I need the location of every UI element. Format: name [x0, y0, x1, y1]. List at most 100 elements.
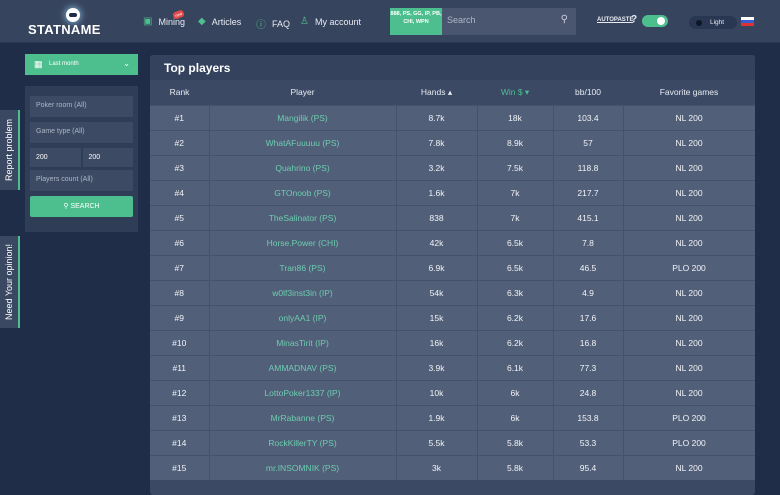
report-problem-tab[interactable]: Report problem	[0, 110, 20, 190]
table-row: #2 WhatAFuuuuu (PS) 7.8k 8.9k 57 NL 200	[150, 129, 755, 155]
cell-favorite-games: NL 200	[623, 104, 755, 130]
col-hands[interactable]: Hands ▴	[396, 80, 477, 105]
cell-player[interactable]: Horse.Power (CHI)	[209, 229, 397, 255]
table-row: #3 Quahrino (PS) 3.2k 7.5k 118.8 NL 200	[150, 154, 755, 180]
period-select[interactable]: ▦ Last month ⌄	[25, 54, 138, 75]
room-selector[interactable]: 888, PS, GG, IP, PB, CHI, WPN	[390, 8, 442, 35]
cell-bb100: 4.9	[553, 279, 624, 305]
cell-win: 7k	[477, 204, 554, 230]
cell-hands: 42k	[396, 229, 478, 255]
search-icon: ⚲	[63, 203, 71, 210]
cell-bb100: 415.1	[553, 204, 624, 230]
autopaste-help-icon[interactable]: ?	[631, 14, 638, 25]
cell-player[interactable]: TheSalinator (PS)	[209, 204, 397, 230]
mining-icon: ▣	[143, 16, 153, 27]
top-bar: STATNAME ▣ Mining new ◆ Articles ⓘ FAQ ♙ My a…	[0, 0, 780, 43]
top-players-panel: Top players Rank Player Hands ▴ Win $ ▾ …	[150, 55, 755, 495]
col-rank: Rank	[150, 80, 209, 105]
cell-rank: #10	[150, 329, 210, 355]
cell-player[interactable]: MrRabanne (PS)	[209, 404, 397, 430]
cell-favorite-games: PLO 200	[623, 404, 755, 430]
logo[interactable]: STATNAME	[28, 8, 100, 38]
cell-win: 6.3k	[477, 279, 554, 305]
cell-player[interactable]: Mangilik (PS)	[209, 104, 397, 130]
cell-hands: 15k	[396, 304, 478, 330]
user-icon: ♙	[300, 16, 309, 27]
cell-favorite-games: PLO 200	[623, 254, 755, 280]
cell-player[interactable]: MinasTirit (IP)	[209, 329, 397, 355]
cell-win: 7k	[477, 179, 554, 205]
search-icon[interactable]: ⚲	[560, 14, 568, 25]
cell-favorite-games: NL 200	[623, 329, 755, 355]
logo-text: STATNAME	[28, 22, 101, 37]
nav-articles[interactable]: ◆ Articles	[198, 16, 241, 27]
period-value: Last month	[49, 61, 79, 67]
cell-win: 6.5k	[477, 229, 554, 255]
cell-hands: 5.5k	[396, 429, 478, 455]
table-row: #10 MinasTirit (IP) 16k 6.2k 16.8 NL 200	[150, 329, 755, 355]
table-row: #7 Tran86 (PS) 6.9k 6.5k 46.5 PLO 200	[150, 254, 755, 280]
autopaste-label[interactable]: AUTOPASTE	[597, 17, 634, 23]
cell-bb100: 7.8	[553, 229, 624, 255]
cell-favorite-games: NL 200	[623, 279, 755, 305]
cell-player[interactable]: AMMADNAV (PS)	[209, 354, 397, 380]
table-row: #14 RockKillerTY (PS) 5.5k 5.8k 53.3 PLO 200	[150, 429, 755, 455]
cell-bb100: 95.4	[553, 454, 624, 480]
cell-win: 5.8k	[477, 454, 554, 480]
cell-player[interactable]: onlyAA1 (IP)	[209, 304, 397, 330]
min-limit-input[interactable]: 200	[30, 148, 81, 167]
search-input[interactable]: Search ⚲	[442, 8, 576, 35]
table-row: #4 GTOnoob (PS) 1.6k 7k 217.7 NL 200	[150, 179, 755, 205]
cell-hands: 54k	[396, 279, 478, 305]
cell-favorite-games: NL 200	[623, 204, 755, 230]
cell-win: 6.2k	[477, 304, 554, 330]
search-placeholder: Search	[447, 15, 476, 25]
cell-player[interactable]: Tran86 (PS)	[209, 254, 397, 280]
cell-hands: 1.6k	[396, 179, 478, 205]
cell-player[interactable]: GTOnoob (PS)	[209, 179, 397, 205]
nav-mining[interactable]: ▣ Mining new	[143, 9, 186, 27]
cell-rank: #2	[150, 129, 210, 155]
nav-label: My account	[314, 16, 361, 27]
cell-player[interactable]: w0lf3inst3in (IP)	[209, 279, 397, 305]
cell-favorite-games: NL 200	[623, 179, 755, 205]
table-row: #12 LottoPoker1337 (IP) 10k 6k 24.8 NL 200	[150, 379, 755, 405]
game-type-select[interactable]: Game type (All)	[30, 122, 133, 143]
cell-rank: #12	[150, 379, 210, 405]
poker-room-select[interactable]: Poker room (All)	[30, 96, 133, 117]
nav-label: FAQ	[272, 18, 291, 29]
col-win[interactable]: Win $ ▾	[477, 80, 553, 105]
cell-bb100: 57	[553, 129, 624, 155]
cell-player[interactable]: Quahrino (PS)	[209, 154, 397, 180]
cell-rank: #14	[150, 429, 210, 455]
cell-player[interactable]: LottoPoker1337 (IP)	[209, 379, 397, 405]
filters-panel: Poker room (All) Game type (All) 200 200 …	[25, 86, 138, 232]
cell-rank: #11	[150, 354, 210, 380]
chevron-down-icon: ⌄	[123, 59, 130, 68]
table-row: #9 onlyAA1 (IP) 15k 6.2k 17.6 NL 200	[150, 304, 755, 330]
cell-player[interactable]: mr.INSOMNIK (PS)	[209, 454, 397, 480]
cell-rank: #5	[150, 204, 210, 230]
max-limit-input[interactable]: 200	[82, 148, 133, 167]
nav-my-account[interactable]: ♙ My account	[300, 16, 361, 27]
cell-rank: #9	[150, 304, 210, 330]
cell-favorite-games: NL 200	[623, 129, 755, 155]
cell-hands: 3k	[396, 454, 478, 480]
report-label: Report problem	[4, 118, 14, 182]
russian-flag-icon[interactable]	[741, 17, 754, 26]
cell-bb100: 103.4	[553, 104, 624, 130]
autopaste-toggle[interactable]	[642, 15, 668, 27]
search-button[interactable]: ⚲ SEARCH	[30, 196, 133, 217]
col-player: Player	[209, 80, 396, 105]
cell-hands: 3.9k	[396, 354, 478, 380]
cell-bb100: 16.8	[553, 329, 624, 355]
cell-hands: 7.8k	[396, 129, 478, 155]
nav-faq[interactable]: ⓘ FAQ	[256, 16, 291, 32]
theme-toggle[interactable]: Light	[689, 16, 737, 29]
cell-hands: 8.7k	[396, 104, 478, 130]
table-row: #13 MrRabanne (PS) 1.9k 6k 153.8 PLO 200	[150, 404, 755, 430]
cell-player[interactable]: WhatAFuuuuu (PS)	[209, 129, 397, 155]
cell-player[interactable]: RockKillerTY (PS)	[209, 429, 397, 455]
players-count-select[interactable]: Players count (All)	[30, 170, 133, 191]
feedback-tab[interactable]: Need Your opinion!	[0, 236, 20, 328]
